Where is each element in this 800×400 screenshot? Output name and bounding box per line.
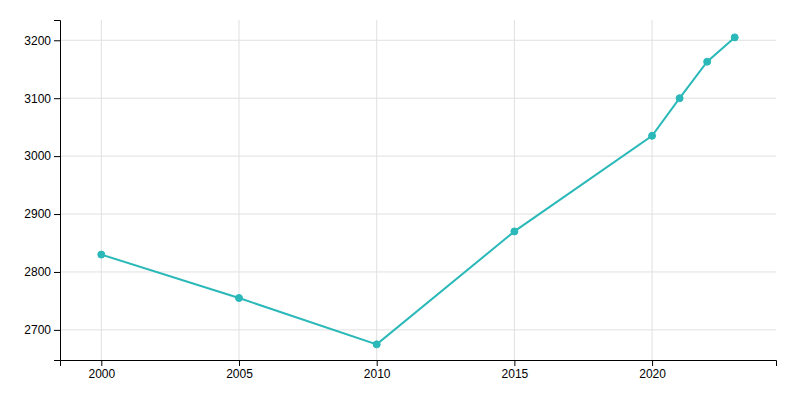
grid-line-y — [60, 98, 776, 99]
marker — [236, 295, 243, 302]
y-axis-line — [54, 21, 61, 361]
x-tick: 2010 — [364, 360, 391, 381]
x-tick-label: 2010 — [364, 367, 391, 381]
y-tick-mark — [54, 330, 60, 331]
grid-line-y — [60, 271, 776, 272]
marker — [649, 132, 656, 139]
x-tick-mark — [101, 360, 102, 366]
y-tick: 2900 — [24, 207, 60, 221]
x-tick: 2020 — [639, 360, 666, 381]
y-tick-label: 3100 — [24, 92, 51, 106]
y-tick-label: 2900 — [24, 207, 51, 221]
x-tick-mark — [652, 360, 653, 366]
marker — [676, 95, 683, 102]
y-tick-label: 3200 — [24, 34, 51, 48]
x-tick-label: 2000 — [88, 367, 115, 381]
grid — [60, 20, 776, 360]
y-tick-mark — [54, 98, 60, 99]
grid-line-y — [60, 329, 776, 330]
y-tick-label: 2700 — [24, 323, 51, 337]
x-tick: 2000 — [88, 360, 115, 381]
grid-line-x — [101, 20, 102, 360]
y-tick-mark — [54, 156, 60, 157]
grid-line-x — [239, 20, 240, 360]
y-axis: 2700 2800 2900 3000 3100 3200 — [24, 21, 60, 361]
x-tick-mark — [377, 360, 378, 366]
grid-line-y — [60, 214, 776, 215]
y-tick-label: 3000 — [24, 149, 51, 163]
marker — [704, 58, 711, 65]
y-tick: 2800 — [24, 265, 60, 279]
y-tick: 3200 — [24, 34, 60, 48]
grid-line-y — [60, 40, 776, 41]
y-tick: 2700 — [24, 323, 60, 337]
x-tick: 2015 — [502, 360, 529, 381]
marks — [98, 34, 738, 348]
x-tick-mark — [514, 360, 515, 366]
y-tick-label: 2800 — [24, 265, 51, 279]
y-tick-mark — [54, 214, 60, 215]
grid-line-y — [60, 156, 776, 157]
x-tick-mark — [239, 360, 240, 366]
x-tick-label: 2020 — [639, 367, 666, 381]
x-tick: 2005 — [226, 360, 253, 381]
line — [101, 37, 734, 344]
plot: 2000 2005 2010 2015 2020 2700 2800 2900 3000 3100… — [24, 20, 776, 381]
x-tick-label: 2015 — [502, 367, 529, 381]
marker — [731, 34, 738, 41]
x-axis-line — [61, 361, 777, 367]
grid-line-x — [376, 20, 377, 360]
y-tick: 3000 — [24, 149, 60, 163]
grid-line-x — [514, 20, 515, 360]
grid-line-x — [652, 20, 653, 360]
x-axis: 2000 2005 2010 2015 2020 — [61, 360, 777, 381]
y-tick-mark — [54, 272, 60, 273]
marker — [98, 251, 105, 258]
marker — [373, 341, 380, 348]
x-tick-label: 2005 — [226, 367, 253, 381]
y-tick: 3100 — [24, 92, 60, 106]
chart: 2000 2005 2010 2015 2020 2700 2800 2900 3000 3100… — [0, 0, 800, 400]
y-tick-mark — [54, 40, 60, 41]
marker — [511, 228, 518, 235]
